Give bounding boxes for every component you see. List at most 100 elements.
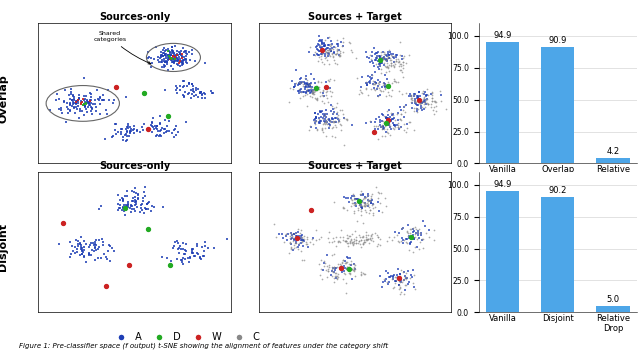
Point xyxy=(167,50,177,55)
Point xyxy=(169,53,179,59)
Point xyxy=(193,241,203,246)
Point xyxy=(187,250,197,255)
Point xyxy=(305,82,316,87)
Point xyxy=(51,92,61,97)
Point xyxy=(397,65,408,71)
Point xyxy=(168,48,179,53)
Point xyxy=(125,124,136,130)
Point xyxy=(339,195,349,200)
Point xyxy=(301,76,312,82)
Point xyxy=(302,241,312,247)
Point xyxy=(378,119,388,124)
Point xyxy=(370,87,380,93)
Point xyxy=(84,100,94,106)
Point xyxy=(170,126,180,132)
Point xyxy=(436,92,446,97)
Point xyxy=(360,201,370,206)
Point xyxy=(86,100,97,106)
Point xyxy=(163,67,173,73)
Point xyxy=(321,133,331,139)
Point xyxy=(309,87,319,93)
Point xyxy=(406,92,417,98)
Point xyxy=(328,112,338,117)
Point xyxy=(361,202,371,208)
Point xyxy=(169,56,179,61)
Point xyxy=(110,121,120,127)
Point xyxy=(393,267,403,272)
Point xyxy=(185,255,195,261)
Point xyxy=(364,55,374,61)
Point xyxy=(145,56,156,61)
Point xyxy=(108,133,118,139)
Point xyxy=(316,114,326,120)
Point xyxy=(110,127,120,132)
Point xyxy=(408,234,419,239)
Point xyxy=(153,128,163,134)
Point xyxy=(81,100,91,106)
Point xyxy=(376,53,386,58)
Point xyxy=(166,58,176,63)
Point xyxy=(200,95,210,101)
Point xyxy=(359,202,369,208)
Point xyxy=(323,79,333,84)
Point xyxy=(196,90,206,95)
Point xyxy=(292,246,303,252)
Point xyxy=(305,81,315,86)
Point xyxy=(338,43,348,49)
Point xyxy=(356,238,366,243)
Point xyxy=(337,260,347,265)
Point xyxy=(98,243,108,248)
Point xyxy=(170,56,180,61)
Point xyxy=(160,127,170,132)
Point xyxy=(378,124,388,130)
Point xyxy=(66,86,76,91)
Point xyxy=(360,239,370,245)
Point xyxy=(365,78,375,83)
Point xyxy=(316,235,326,240)
Point xyxy=(153,58,163,63)
Point xyxy=(340,258,351,263)
Point xyxy=(349,196,360,202)
Point xyxy=(172,56,182,61)
Point xyxy=(77,251,88,257)
Point xyxy=(173,240,183,246)
Point xyxy=(387,119,397,124)
Point xyxy=(346,266,356,272)
Point xyxy=(397,62,408,68)
Text: 94.9: 94.9 xyxy=(493,180,511,189)
Point xyxy=(376,133,387,139)
Point xyxy=(95,95,106,101)
Point xyxy=(295,234,305,240)
Point xyxy=(367,72,377,77)
Point xyxy=(122,124,132,130)
Point xyxy=(175,52,185,57)
Point xyxy=(159,59,170,65)
Bar xyxy=(596,158,630,163)
Point xyxy=(90,247,100,253)
Point xyxy=(355,269,365,275)
Point xyxy=(320,113,330,118)
Point xyxy=(311,85,321,91)
Point xyxy=(393,125,403,130)
Point xyxy=(420,99,430,105)
Point xyxy=(413,102,423,108)
Point xyxy=(170,59,180,64)
Point xyxy=(380,57,390,62)
Point xyxy=(305,90,316,96)
Point xyxy=(426,91,436,96)
Point xyxy=(420,90,431,95)
Point xyxy=(129,189,139,195)
Point xyxy=(380,278,390,284)
Point xyxy=(127,188,137,194)
Point xyxy=(332,47,342,53)
Point xyxy=(391,274,401,280)
Point xyxy=(161,51,172,56)
Point xyxy=(311,115,321,121)
Point xyxy=(411,226,421,232)
Point xyxy=(381,58,392,63)
Point xyxy=(324,264,335,270)
Point xyxy=(370,79,380,85)
Point xyxy=(66,251,76,257)
Point xyxy=(86,111,97,116)
Point xyxy=(87,105,97,110)
